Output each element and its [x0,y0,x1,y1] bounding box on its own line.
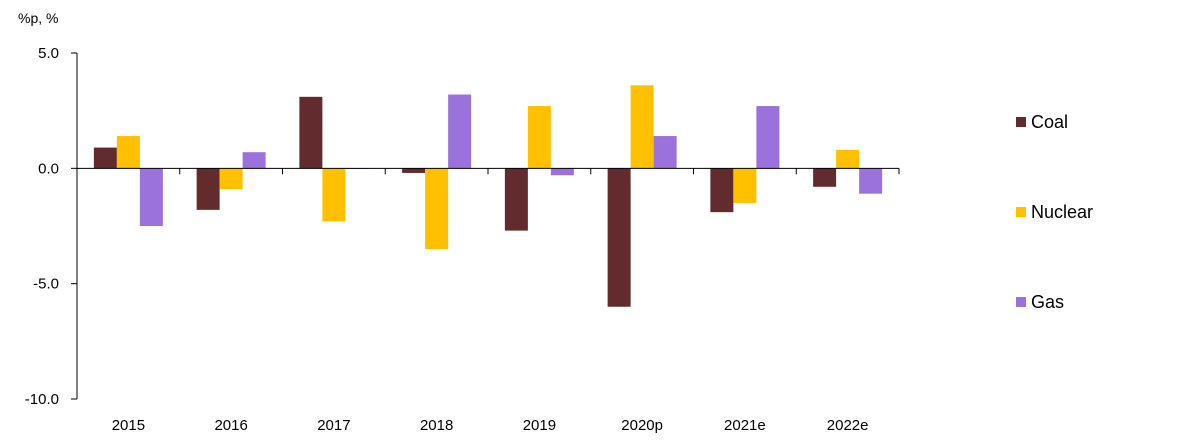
bar-gas-2016 [242,152,266,169]
bar-nuclear-2019 [527,106,551,169]
bar-gas-2022e [859,168,883,194]
bar-nuclear-2020p [630,85,654,169]
y-tick-label: -5.0 [33,276,59,293]
y-axis-unit-label: %p, % [18,10,58,26]
y-tick-label: -10.0 [25,391,59,408]
bar-gas-2018 [448,94,472,169]
legend-swatch-gas [1016,297,1026,307]
legend: Coal Nuclear Gas [1016,112,1093,312]
bar-coal-2016 [196,168,220,210]
category-label: 2018 [420,417,453,434]
category-label: 2015 [112,417,145,434]
bar-gas-2020p [653,136,677,169]
bar-nuclear-2017 [322,168,346,222]
bar-gas-2015 [139,168,163,226]
category-label: 2022e [827,417,869,434]
category-label: 2016 [214,417,247,434]
bars-group [93,85,883,307]
category-label: 2020p [621,417,663,434]
bar-coal-2017 [299,96,323,169]
bar-nuclear-2015 [116,136,140,169]
bar-gas-2019 [550,168,574,176]
bar-coal-2015 [93,147,117,169]
bar-coal-2021e [710,168,734,213]
bar-coal-2018 [402,168,426,173]
legend-label-nuclear: Nuclear [1031,202,1093,222]
legend-swatch-nuclear [1016,207,1026,217]
bar-coal-2022e [813,168,837,187]
y-tick-label: 0.0 [38,160,59,177]
bar-coal-2020p [607,168,631,307]
bar-nuclear-2021e [733,168,757,203]
category-label: 2017 [317,417,350,434]
category-label: 2019 [523,417,556,434]
bar-nuclear-2018 [425,168,449,250]
bar-gas-2021e [756,106,780,169]
legend-label-gas: Gas [1031,292,1064,312]
y-tick-label: 5.0 [38,45,59,62]
x-ticks-group [76,168,900,175]
legend-label-coal: Coal [1031,112,1068,132]
legend-swatch-coal [1016,117,1026,127]
bar-nuclear-2016 [219,168,243,190]
y-ticks-group: 5.0 0.0 -5.0 -10.0 [25,45,77,408]
bar-nuclear-2022e [836,149,860,169]
bar-coal-2019 [504,168,528,231]
category-labels-group: 2015 2016 2017 2018 2019 2020p 2021e 2022e [112,417,869,434]
category-label: 2021e [724,417,766,434]
